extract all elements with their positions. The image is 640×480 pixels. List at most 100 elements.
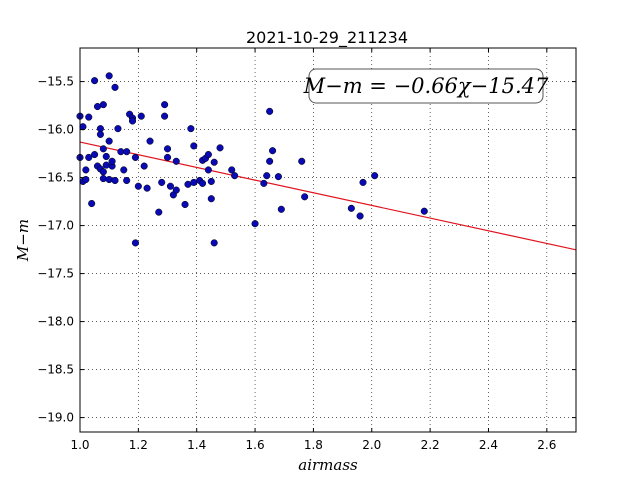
data-point — [137, 112, 145, 120]
data-point — [158, 178, 166, 186]
data-point — [146, 137, 154, 145]
data-point — [111, 83, 119, 91]
fit-annotation: M−m = −0.66χ−15.47 — [303, 68, 549, 104]
data-point — [85, 113, 93, 121]
data-point — [277, 205, 285, 213]
data-point — [274, 173, 282, 181]
data-point — [266, 107, 274, 115]
x-tick-label: 1.2 — [129, 438, 148, 452]
data-point — [91, 151, 99, 159]
data-point — [143, 184, 151, 192]
annotation-box — [308, 68, 544, 104]
data-point — [99, 168, 107, 176]
data-point — [105, 137, 113, 145]
data-point — [82, 166, 90, 174]
data-point — [161, 101, 169, 109]
data-point — [210, 158, 218, 166]
data-point — [266, 157, 274, 165]
data-point — [420, 207, 428, 215]
x-tick-label: 1.0 — [70, 438, 89, 452]
x-tick-label: 1.6 — [246, 438, 265, 452]
data-point — [204, 166, 212, 174]
data-point — [251, 220, 259, 228]
fit-equation: M−m = −0.66χ−15.47 — [303, 74, 549, 98]
data-point — [260, 179, 268, 187]
data-point — [111, 176, 119, 185]
x-axis-label: airmass — [298, 456, 358, 474]
x-tick-label: 2.0 — [362, 438, 381, 452]
data-point — [99, 101, 107, 109]
data-point — [131, 153, 139, 161]
y-tick-label: −18.5 — [37, 363, 74, 377]
data-point — [298, 157, 306, 165]
data-point — [85, 153, 93, 161]
data-point — [105, 175, 113, 184]
y-tick-label: −16.5 — [37, 171, 74, 185]
data-point — [99, 175, 107, 183]
x-tick-label: 1.4 — [187, 438, 206, 452]
data-point — [359, 178, 367, 186]
data-point — [128, 117, 137, 125]
data-point — [123, 176, 131, 185]
data-point — [88, 199, 96, 208]
data-point — [134, 182, 142, 190]
y-tick-label: −16.0 — [37, 123, 74, 137]
x-tick-label: 1.8 — [304, 438, 323, 452]
data-point — [231, 172, 239, 180]
data-point — [207, 177, 215, 185]
data-point — [102, 161, 110, 169]
y-tick-label: −19.0 — [37, 411, 74, 425]
chart-title: 2021-10-29_211234 — [246, 28, 408, 48]
data-point — [102, 152, 110, 161]
data-point — [187, 125, 195, 133]
data-point — [198, 179, 207, 187]
x-tick-label: 2.2 — [421, 438, 440, 452]
data-point — [210, 239, 218, 247]
axes-frame — [79, 47, 577, 433]
data-point — [91, 77, 99, 85]
y-axis-label: M−m — [14, 219, 32, 262]
y-tick-label: −17.0 — [37, 219, 74, 233]
data-point — [161, 112, 169, 120]
data-point — [120, 166, 128, 174]
data-point — [371, 172, 379, 180]
data-point — [140, 162, 148, 170]
data-point — [108, 157, 116, 165]
data-point — [347, 204, 355, 212]
x-tick-label: 2.4 — [479, 438, 498, 452]
y-tick-label: −18.0 — [37, 315, 74, 329]
data-point — [172, 157, 180, 165]
data-points — [76, 72, 428, 247]
data-point — [228, 166, 236, 174]
data-point — [82, 175, 90, 184]
data-point — [155, 208, 163, 216]
y-tick-label: −17.5 — [37, 267, 74, 281]
data-point — [105, 72, 113, 80]
fit-line-group — [79, 141, 577, 251]
data-point — [163, 145, 172, 153]
data-point — [99, 145, 107, 153]
data-point — [190, 142, 198, 150]
data-point — [163, 153, 172, 161]
data-point — [207, 195, 215, 203]
data-point — [96, 130, 104, 138]
y-tick-label: −15.5 — [37, 75, 74, 89]
data-point — [216, 144, 224, 152]
data-point — [356, 212, 364, 220]
ticks: 1.0 1.2 1.4 1.6 1.8 2.0 2.2 2.4 2.6 −19.0 −18.5 −18… — [37, 48, 576, 452]
grid — [79, 48, 576, 432]
data-point — [204, 151, 212, 159]
data-point — [181, 200, 189, 209]
data-point — [114, 125, 122, 133]
x-tick-label: 2.6 — [537, 438, 556, 452]
data-point — [172, 186, 180, 194]
fit-line — [79, 141, 577, 251]
data-point — [123, 148, 131, 156]
data-point — [79, 123, 87, 131]
data-point — [263, 172, 271, 180]
data-point — [301, 193, 309, 201]
data-point — [269, 147, 277, 155]
data-point — [131, 239, 139, 247]
data-point — [166, 182, 174, 190]
